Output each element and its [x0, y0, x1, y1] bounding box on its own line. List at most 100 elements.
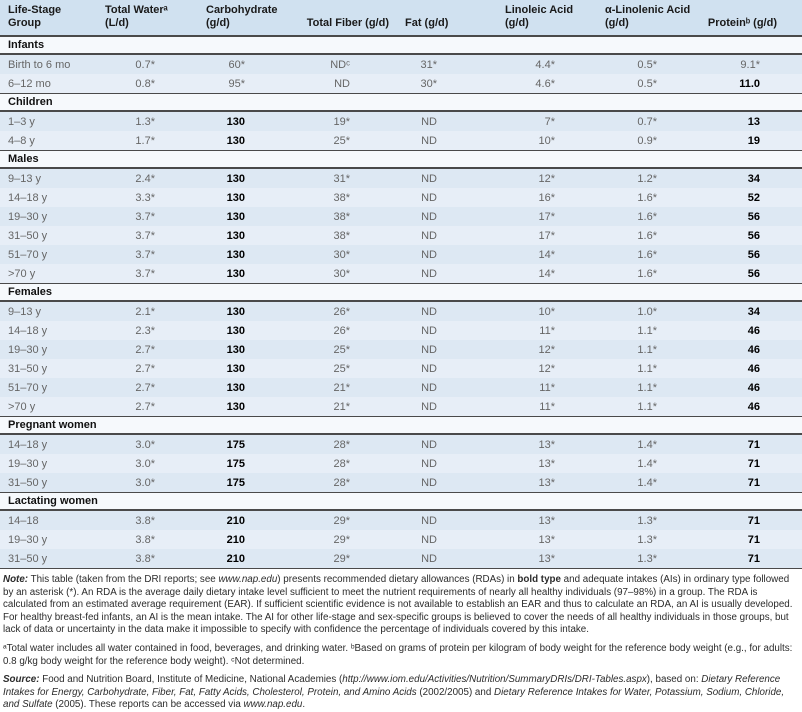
value-cell: 1.3*: [597, 549, 699, 569]
value-cell: 38*: [305, 207, 397, 226]
section-header: Females: [0, 283, 802, 302]
value-cell: 1.0*: [597, 301, 699, 321]
life-stage-cell: 19–30 y: [0, 454, 97, 473]
value-cell: 130: [200, 245, 305, 264]
value-cell: 1.6*: [597, 264, 699, 284]
value-cell: 25*: [305, 131, 397, 151]
life-stage-cell: 14–18 y: [0, 188, 97, 207]
life-stage-cell: >70 y: [0, 264, 97, 284]
value-cell: 29*: [305, 510, 397, 530]
value-cell: 46: [699, 340, 802, 359]
value-cell: 26*: [305, 321, 397, 340]
value-cell: 2.7*: [97, 378, 200, 397]
life-stage-cell: 19–30 y: [0, 340, 97, 359]
value-cell: 1.4*: [597, 454, 699, 473]
value-cell: ND: [397, 549, 497, 569]
value-cell: 0.7*: [597, 111, 699, 131]
source-paragraph: Source: Food and Nutrition Board, Instit…: [3, 674, 799, 712]
value-cell: 29*: [305, 530, 397, 549]
value-cell: 14*: [497, 264, 597, 284]
value-cell: ND: [397, 510, 497, 530]
value-cell: ND: [397, 530, 497, 549]
value-cell: 30*: [305, 264, 397, 284]
column-header-fat: Fat (g/d): [397, 0, 497, 37]
value-cell: 175: [200, 434, 305, 454]
table-row: 14–18 y 2.3* 130 26* ND 11* 1.1* 46: [0, 321, 802, 340]
value-cell: 34: [699, 301, 802, 321]
text-segment: bold type: [517, 574, 561, 585]
value-cell: ND: [397, 301, 497, 321]
value-cell: 34: [699, 168, 802, 188]
value-cell: 19*: [305, 111, 397, 131]
value-cell: ND: [397, 434, 497, 454]
value-cell: 71: [699, 510, 802, 530]
section-header: Children: [0, 93, 802, 112]
value-cell: 0.5*: [597, 74, 699, 94]
value-cell: 3.8*: [97, 530, 200, 549]
value-cell: 2.3*: [97, 321, 200, 340]
value-cell: 28*: [305, 473, 397, 493]
text-segment: (2002/2005) and: [416, 686, 495, 698]
value-cell: 130: [200, 321, 305, 340]
value-cell: 130: [200, 264, 305, 284]
value-cell: 130: [200, 188, 305, 207]
value-cell: 1.1*: [597, 340, 699, 359]
value-cell: 130: [200, 340, 305, 359]
value-cell: 210: [200, 510, 305, 530]
value-cell: 13: [699, 111, 802, 131]
value-cell: 56: [699, 226, 802, 245]
value-cell: ND: [397, 188, 497, 207]
value-cell: 30*: [397, 74, 497, 94]
value-cell: ND: [397, 226, 497, 245]
table-row: >70 y 2.7* 130 21* ND 11* 1.1* 46: [0, 397, 802, 417]
value-cell: ND: [397, 168, 497, 188]
value-cell: 11.0: [699, 74, 802, 94]
value-cell: 175: [200, 473, 305, 493]
table-row: 1–3 y 1.3* 130 19* ND 7* 0.7* 13: [0, 111, 802, 131]
value-cell: 210: [200, 549, 305, 569]
value-cell: 3.8*: [97, 510, 200, 530]
value-cell: 1.6*: [597, 226, 699, 245]
column-header-life-stage: Life-Stage Group: [0, 0, 97, 37]
value-cell: 130: [200, 207, 305, 226]
text-segment: Dietary Reference Intakes for Energy, Ca…: [3, 674, 781, 698]
value-cell: 130: [200, 131, 305, 151]
section-row: Pregnant women: [0, 416, 802, 435]
column-header-protein: Proteinᵇ (g/d): [699, 0, 802, 37]
value-cell: 0.7*: [97, 54, 200, 74]
value-cell: 46: [699, 378, 802, 397]
value-cell: 31*: [305, 168, 397, 188]
value-cell: NDᶜ: [305, 54, 397, 74]
value-cell: 3.7*: [97, 264, 200, 284]
table-row: 31–50 y 2.7* 130 25* ND 12* 1.1* 46: [0, 359, 802, 378]
life-stage-cell: 31–50 y: [0, 359, 97, 378]
value-cell: 25*: [305, 340, 397, 359]
dri-table: Life-Stage Group Total Waterᵃ (L/d) Carb…: [0, 0, 802, 569]
life-stage-cell: 4–8 y: [0, 131, 97, 151]
value-cell: 9.1*: [699, 54, 802, 74]
value-cell: 10*: [497, 131, 597, 151]
value-cell: 130: [200, 397, 305, 417]
table-row: 9–13 y 2.4* 130 31* ND 12* 1.2* 34: [0, 168, 802, 188]
value-cell: ND: [397, 378, 497, 397]
text-segment: ᵃTotal water includes all water containe…: [3, 642, 793, 667]
value-cell: 38*: [305, 188, 397, 207]
table-row: 51–70 y 2.7* 130 21* ND 11* 1.1* 46: [0, 378, 802, 397]
table-row: 14–18 3.8* 210 29* ND 13* 1.3* 71: [0, 510, 802, 530]
value-cell: ND: [397, 264, 497, 284]
table-row: 51–70 y 3.7* 130 30* ND 14* 1.6* 56: [0, 245, 802, 264]
value-cell: 46: [699, 397, 802, 417]
value-cell: 3.0*: [97, 454, 200, 473]
value-cell: 71: [699, 473, 802, 493]
value-cell: 0.9*: [597, 131, 699, 151]
value-cell: 71: [699, 549, 802, 569]
life-stage-cell: 14–18 y: [0, 321, 97, 340]
value-cell: ND: [397, 359, 497, 378]
value-cell: 2.7*: [97, 340, 200, 359]
section-header: Males: [0, 150, 802, 169]
life-stage-cell: Birth to 6 mo: [0, 54, 97, 74]
table-row: 14–18 y 3.3* 130 38* ND 16* 1.6* 52: [0, 188, 802, 207]
value-cell: ND: [305, 74, 397, 94]
text-segment: Food and Nutrition Board, Institute of M…: [39, 674, 343, 686]
table-header: Life-Stage Group Total Waterᵃ (L/d) Carb…: [0, 0, 802, 37]
